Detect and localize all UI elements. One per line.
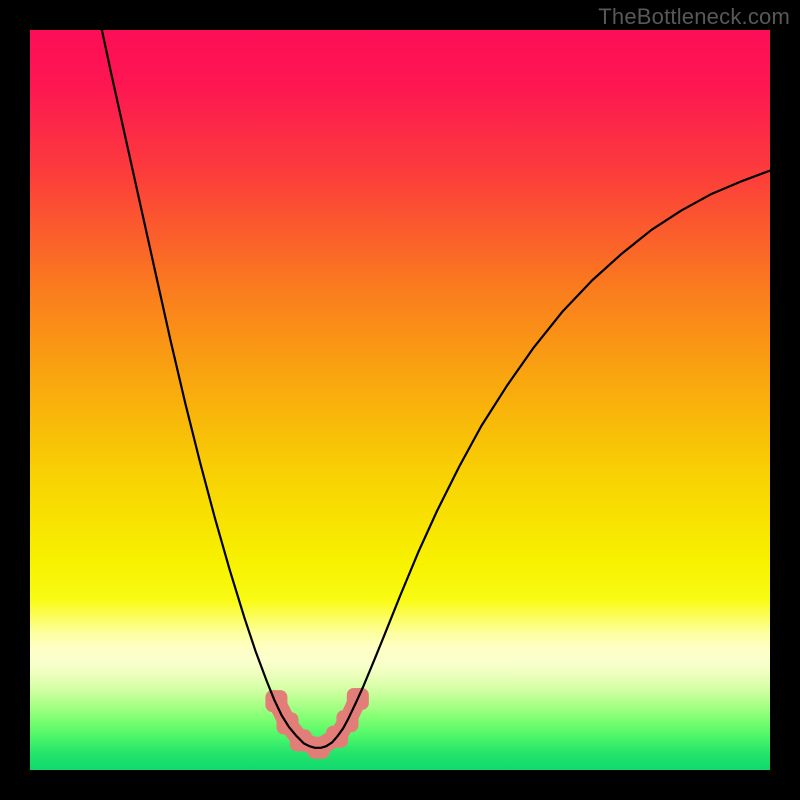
watermark-text: TheBottleneck.com — [598, 4, 790, 30]
chart-root: TheBottleneck.com — [0, 0, 800, 800]
bottleneck-chart — [0, 0, 800, 800]
plot-background — [30, 30, 770, 770]
curve-marker — [265, 690, 287, 712]
